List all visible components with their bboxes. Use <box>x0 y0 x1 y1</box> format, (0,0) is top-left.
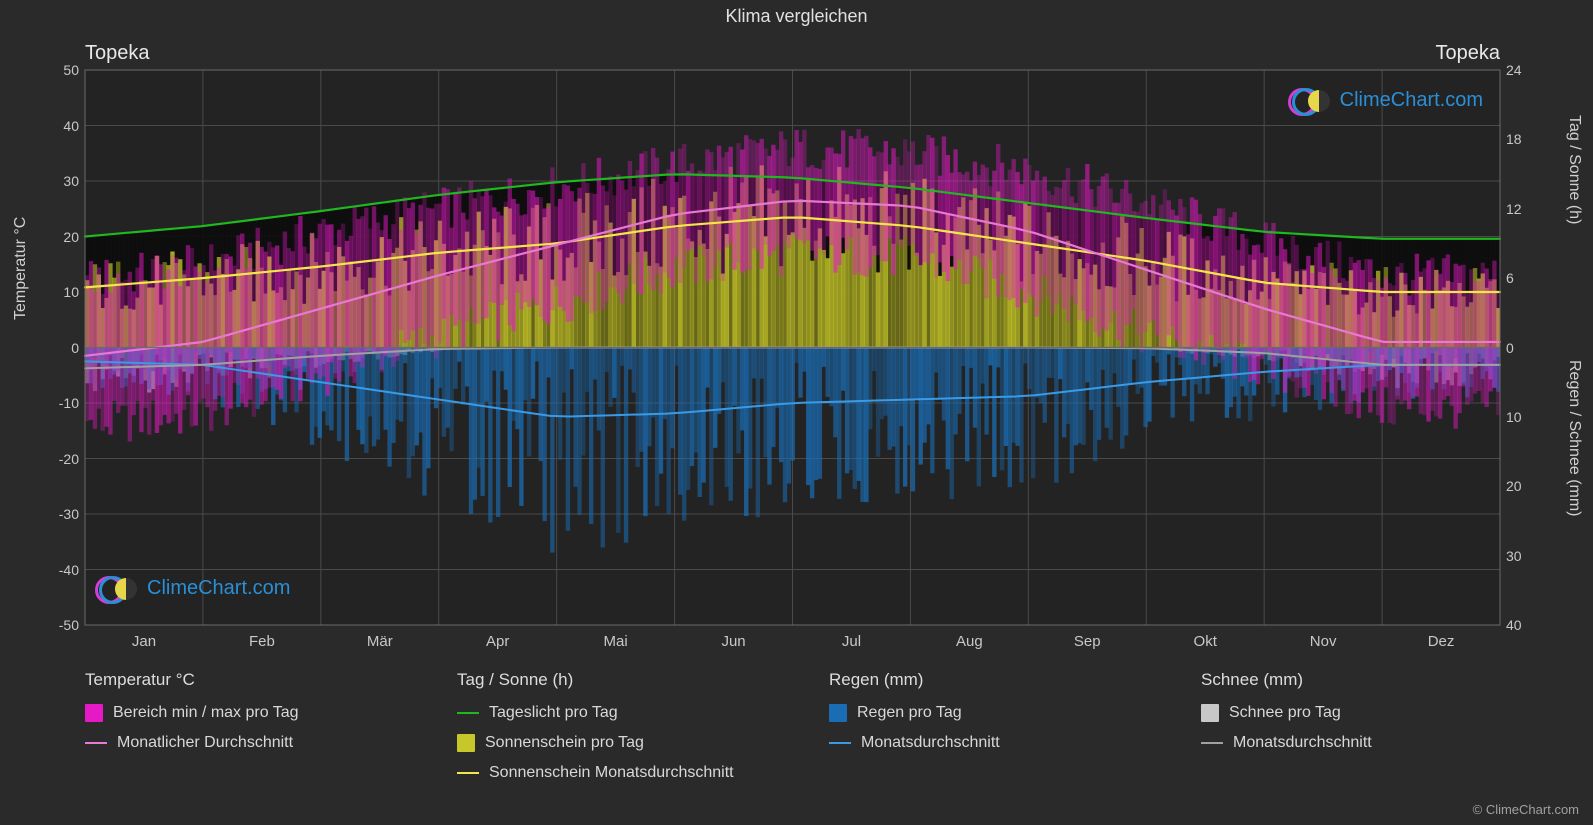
y-tick-left: 50 <box>63 62 79 78</box>
x-tick-month: Mär <box>367 633 393 650</box>
legend-group: Tag / Sonne (h) Tageslicht pro Tag Sonnens… <box>457 670 809 782</box>
x-tick-month: Aug <box>956 633 983 650</box>
y-tick-right-top: 18 <box>1506 131 1522 147</box>
legend-line-icon <box>457 772 479 774</box>
y-tick-right-top: 24 <box>1506 62 1522 78</box>
chart-title: Klima vergleichen <box>0 6 1593 27</box>
legend-item-label: Sonnenschein pro Tag <box>485 734 644 752</box>
legend-item: Tageslicht pro Tag <box>457 704 809 722</box>
legend-item: Sonnenschein Monatsdurchschnitt <box>457 764 809 782</box>
legend-group: Temperatur °C Bereich min / max pro Tag Mo… <box>85 670 437 782</box>
y-tick-left: 20 <box>63 229 79 245</box>
x-tick-month: Apr <box>486 633 509 650</box>
location-label-right: Topeka <box>1436 42 1501 65</box>
y-tick-left: 30 <box>63 173 79 189</box>
x-tick-month: Jun <box>721 633 745 650</box>
legend-item-label: Monatsdurchschnitt <box>861 734 1000 752</box>
legend-line-icon <box>829 742 851 744</box>
y-axis-left-label: Temperatur °C <box>12 217 30 320</box>
x-tick-month: Dez <box>1428 633 1455 650</box>
legend-line-icon <box>85 742 107 744</box>
y-tick-left: 40 <box>63 118 79 134</box>
legend-line-icon <box>1201 742 1223 744</box>
y-tick-left: -30 <box>59 506 79 522</box>
copyright-text: © ClimeChart.com <box>1473 802 1579 817</box>
y-tick-right-top: 12 <box>1506 201 1522 217</box>
y-tick-left: -10 <box>59 395 79 411</box>
legend-group: Schnee (mm) Schnee pro Tag Monatsdurchschn… <box>1201 670 1553 782</box>
x-tick-month: Feb <box>249 633 275 650</box>
legend-item: Monatsdurchschnitt <box>1201 734 1553 752</box>
legend-group-title: Schnee (mm) <box>1201 670 1553 690</box>
legend: Temperatur °C Bereich min / max pro Tag Mo… <box>85 670 1553 782</box>
y-tick-left: 10 <box>63 284 79 300</box>
legend-swatch-icon <box>829 704 847 722</box>
legend-item-label: Regen pro Tag <box>857 704 962 722</box>
legend-group-title: Tag / Sonne (h) <box>457 670 809 690</box>
legend-item: Sonnenschein pro Tag <box>457 734 809 752</box>
x-tick-month: Jan <box>132 633 156 650</box>
y-tick-left: -40 <box>59 562 79 578</box>
legend-item: Monatlicher Durchschnitt <box>85 734 437 752</box>
y-tick-right-top: 0 <box>1506 340 1514 356</box>
x-tick-month: Jul <box>842 633 861 650</box>
legend-item: Regen pro Tag <box>829 704 1181 722</box>
y-axis-right-bottom-label: Regen / Schnee (mm) <box>1565 360 1583 517</box>
watermark-text: ClimeChart.com <box>147 577 290 600</box>
y-tick-right-bottom: 30 <box>1506 548 1522 564</box>
x-tick-month: Nov <box>1310 633 1337 650</box>
legend-swatch-icon <box>457 734 475 752</box>
x-tick-month: Okt <box>1194 633 1217 650</box>
legend-swatch-icon <box>1201 704 1219 722</box>
legend-group: Regen (mm) Regen pro Tag Monatsdurchschnit… <box>829 670 1181 782</box>
plot-area: -50-40-30-20-100102030405006121824102030… <box>85 70 1500 625</box>
legend-item-label: Schnee pro Tag <box>1229 704 1341 722</box>
location-label-left: Topeka <box>85 42 150 65</box>
watermark-bottom: ClimeChart.com <box>95 576 290 600</box>
y-tick-left: 0 <box>71 340 79 356</box>
y-tick-right-bottom: 40 <box>1506 617 1522 633</box>
y-tick-right-bottom: 20 <box>1506 478 1522 494</box>
climechart-logo-icon <box>95 576 139 600</box>
x-tick-month: Sep <box>1074 633 1101 650</box>
legend-swatch-icon <box>85 704 103 722</box>
x-tick-month: Mai <box>604 633 628 650</box>
legend-item-label: Sonnenschein Monatsdurchschnitt <box>489 764 734 782</box>
y-axis-right-top-label: Tag / Sonne (h) <box>1565 115 1583 224</box>
legend-item: Bereich min / max pro Tag <box>85 704 437 722</box>
y-tick-left: -50 <box>59 617 79 633</box>
legend-item-label: Monatlicher Durchschnitt <box>117 734 293 752</box>
legend-item-label: Bereich min / max pro Tag <box>113 704 299 722</box>
legend-group-title: Regen (mm) <box>829 670 1181 690</box>
climechart-logo-icon <box>1288 88 1332 112</box>
legend-item: Monatsdurchschnitt <box>829 734 1181 752</box>
watermark-top: ClimeChart.com <box>1288 88 1483 112</box>
legend-item-label: Tageslicht pro Tag <box>489 704 618 722</box>
chart-container: Klima vergleichen Topeka Topeka Temperat… <box>0 0 1593 825</box>
y-tick-left: -20 <box>59 451 79 467</box>
watermark-text: ClimeChart.com <box>1340 89 1483 112</box>
legend-group-title: Temperatur °C <box>85 670 437 690</box>
y-tick-right-top: 6 <box>1506 270 1514 286</box>
legend-item-label: Monatsdurchschnitt <box>1233 734 1372 752</box>
legend-line-icon <box>457 712 479 714</box>
legend-item: Schnee pro Tag <box>1201 704 1553 722</box>
y-tick-right-bottom: 10 <box>1506 409 1522 425</box>
